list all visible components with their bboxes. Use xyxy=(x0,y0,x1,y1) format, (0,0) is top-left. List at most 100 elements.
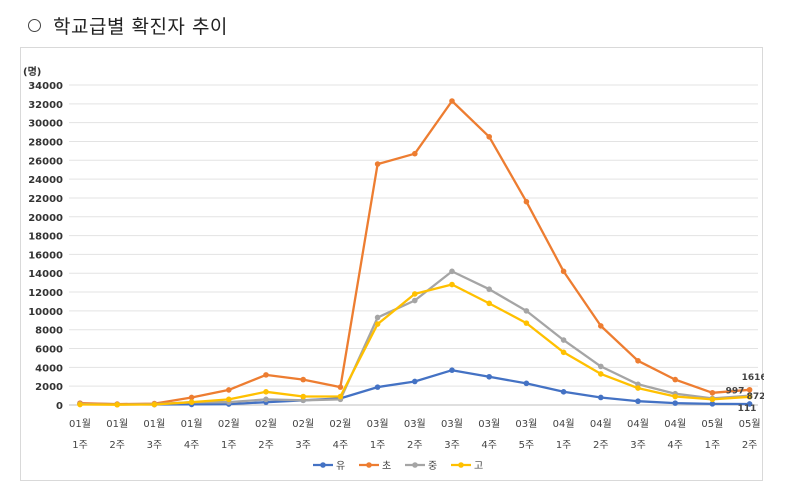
x-tick-month: 05월 xyxy=(739,418,761,430)
data-point-중 xyxy=(560,337,567,343)
x-tick-week: 2주 xyxy=(742,440,758,451)
data-point-초 xyxy=(188,394,195,401)
data-point-유 xyxy=(374,384,381,390)
data-point-중 xyxy=(263,396,269,403)
data-point-고 xyxy=(263,389,269,395)
x-tick-month: 04월 xyxy=(664,418,686,430)
x-tick-week: 4주 xyxy=(481,440,497,451)
section-heading: 학교급별 확진자 추이 xyxy=(28,8,228,42)
data-point-초 xyxy=(449,98,455,104)
data-point-유 xyxy=(598,394,604,401)
legend-swatch-marker xyxy=(412,462,418,468)
y-tick-label: 20000 xyxy=(28,213,63,224)
x-tick-month: 02월 xyxy=(218,418,240,430)
y-tick-label: 26000 xyxy=(28,156,63,167)
data-point-유 xyxy=(746,401,753,407)
data-point-고 xyxy=(449,281,455,288)
x-tick-week: 2주 xyxy=(109,440,125,451)
x-tick-month: 02월 xyxy=(329,418,351,430)
y-tick-label: 0 xyxy=(56,401,63,412)
data-point-초 xyxy=(486,133,493,140)
x-tick-week: 1주 xyxy=(705,440,721,451)
x-tick-month: 01월 xyxy=(106,418,128,430)
y-tick-label: 18000 xyxy=(28,232,63,243)
data-point-중 xyxy=(374,314,381,321)
y-tick-label: 2000 xyxy=(35,382,63,393)
x-tick-week: 2주 xyxy=(258,440,274,451)
end-data-label: 1616 xyxy=(742,373,764,383)
data-point-유 xyxy=(412,378,418,385)
line-chart: (명) 0 2000 4000 6000 8000 10000 12000 14000 16000… xyxy=(20,47,764,481)
x-tick-week: 5주 xyxy=(519,440,535,451)
legend-label: 중 xyxy=(428,460,437,472)
x-tick-month: 03월 xyxy=(404,418,426,430)
data-point-초 xyxy=(226,387,232,393)
data-point-고 xyxy=(560,349,567,356)
chart-canvas: (명) 0 2000 4000 6000 8000 10000 12000 14000 16000… xyxy=(23,65,764,472)
data-point-초 xyxy=(635,357,641,364)
data-point-초 xyxy=(709,389,716,396)
data-point-중 xyxy=(449,268,455,275)
data-point-초 xyxy=(598,323,604,329)
x-tick-month: 02월 xyxy=(255,418,277,430)
x-tick-week: 1주 xyxy=(370,440,386,451)
data-point-중 xyxy=(412,297,418,304)
legend-label: 유 xyxy=(336,460,345,472)
x-tick-month: 03월 xyxy=(367,418,389,430)
x-tick-week: 4주 xyxy=(667,440,683,451)
data-point-고 xyxy=(598,371,604,377)
x-tick-week: 2주 xyxy=(407,440,423,451)
y-tick-label: 30000 xyxy=(28,119,63,130)
x-tick-week: 1주 xyxy=(556,440,572,451)
data-point-고 xyxy=(672,393,678,400)
x-tick-week: 3주 xyxy=(630,440,646,451)
x-tick-month: 04월 xyxy=(590,418,612,430)
data-point-초 xyxy=(374,161,381,167)
data-point-초 xyxy=(412,150,418,157)
x-tick-month: 02월 xyxy=(292,418,314,430)
y-axis-label: (명) xyxy=(23,65,41,78)
y-tick-label: 12000 xyxy=(28,288,63,299)
data-point-중 xyxy=(523,308,530,314)
end-data-label: 997 xyxy=(726,387,745,397)
legend-swatch-marker xyxy=(320,462,326,468)
data-point-고 xyxy=(114,401,120,408)
x-tick-week: 4주 xyxy=(333,440,349,451)
x-tick-month: 04월 xyxy=(627,418,649,430)
data-point-고 xyxy=(746,393,753,400)
x-tick-month: 05월 xyxy=(701,418,723,430)
data-point-유 xyxy=(449,367,455,373)
data-point-초 xyxy=(337,384,344,390)
y-tick-label: 4000 xyxy=(35,363,63,374)
data-point-유 xyxy=(635,398,641,405)
x-tick-week: 3주 xyxy=(444,440,460,451)
data-point-고 xyxy=(635,385,641,391)
y-tick-label: 34000 xyxy=(28,81,63,92)
x-tick-week: 4주 xyxy=(184,440,200,451)
legend-label: 초 xyxy=(382,460,391,472)
y-tick-label: 8000 xyxy=(35,326,63,337)
data-point-유 xyxy=(672,400,678,406)
x-tick-month: 04월 xyxy=(553,418,575,430)
legend-swatch-marker xyxy=(458,462,464,468)
data-point-초 xyxy=(523,198,530,205)
data-point-고 xyxy=(300,393,307,400)
x-tick-week: 2주 xyxy=(593,440,609,451)
data-point-초 xyxy=(746,386,753,393)
data-point-초 xyxy=(263,372,269,378)
data-point-초 xyxy=(560,268,567,275)
circle-icon xyxy=(28,18,41,32)
data-point-유 xyxy=(560,389,567,395)
data-point-중 xyxy=(598,363,604,370)
data-point-고 xyxy=(188,399,195,405)
data-point-고 xyxy=(709,396,716,403)
end-data-label: 111 xyxy=(738,404,757,414)
y-tick-label: 14000 xyxy=(28,269,63,280)
data-point-유 xyxy=(523,380,530,387)
x-tick-month: 01월 xyxy=(143,418,165,430)
heading-title: 학교급별 확진자 추이 xyxy=(53,15,228,38)
end-data-label: 872 xyxy=(747,392,764,402)
y-tick-label: 6000 xyxy=(35,345,63,356)
data-point-고 xyxy=(337,393,344,400)
data-point-초 xyxy=(300,376,307,383)
